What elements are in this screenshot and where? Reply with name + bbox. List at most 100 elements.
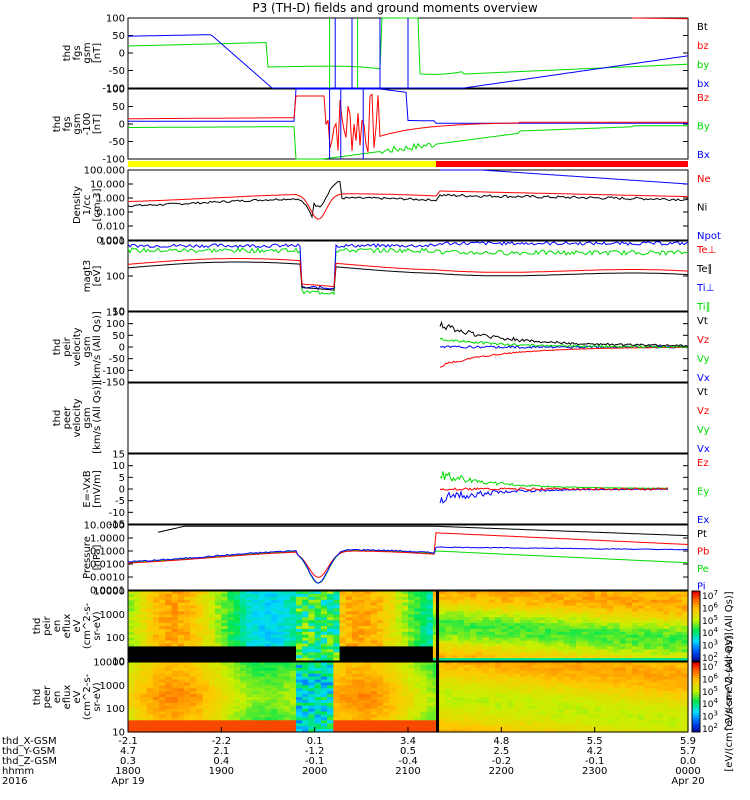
- y-axis-label-line: [nT]: [92, 43, 103, 63]
- x-value: 2.1: [213, 746, 229, 757]
- series-Ne: [128, 190, 688, 220]
- y-tick-label: 100: [106, 85, 125, 96]
- y-axis-label-line: velocity: [72, 398, 83, 437]
- y-axis-label-line: sr-eV): [92, 611, 103, 640]
- series-Ez: [439, 487, 669, 491]
- legend-Bx: Bx: [697, 150, 710, 161]
- x-year: 2016: [2, 776, 27, 787]
- colorbar-cell: [692, 642, 700, 646]
- y-tick-label: -100: [102, 84, 125, 95]
- series-Pi: [127, 546, 689, 584]
- colorbar-tick: 106: [702, 601, 718, 614]
- colorbar-cell: [692, 612, 700, 615]
- colorbar-cell: [692, 635, 700, 639]
- y-axis-label-line: [eV]: [92, 266, 103, 287]
- y-axis-label: thd fgs gsm -100 [nT]: [52, 113, 103, 136]
- legend-Ex: Ex: [697, 515, 709, 526]
- colorbar-cell: [692, 662, 700, 665]
- spectrogram-cells: [128, 662, 689, 733]
- x-value: 5.7: [680, 746, 696, 757]
- colorbar-label: [eV/(cm^2-s-sr-eV) (All Qs)]: [724, 632, 735, 771]
- colorbar-frame: [691, 661, 701, 733]
- colorbar-cell: [692, 678, 700, 682]
- y-tick-label: 100: [106, 633, 125, 644]
- panel-fgs-gsm: 100 50 0 -50 -100 thd fgs gsm [nT] Bt bz by bx: [62, 14, 709, 95]
- y-tick-label: 150: [106, 308, 125, 319]
- y-tick-label: 10.000: [90, 180, 125, 191]
- y-tick-label: 10.0000: [84, 521, 125, 532]
- panel-peer-eflux: 10000 1000 100 10 thd peer en eflux eV (cm^2-s-sr…: [32, 658, 689, 739]
- y-tick-label: 0.100: [96, 208, 125, 219]
- colorbar-cell: [692, 687, 700, 691]
- x-value: 1900: [209, 766, 234, 777]
- series-Te-perp: [127, 258, 689, 288]
- colorbar-tick: 104: [702, 697, 718, 710]
- y-tick-label: 10: [112, 657, 125, 668]
- x-value: -1.2: [305, 746, 325, 757]
- x-value: -0.2: [492, 756, 512, 767]
- y-tick-label: 0: [119, 343, 125, 354]
- y-tick-label: 100: [106, 272, 125, 283]
- y-axis-label-line: 1/cc: [82, 195, 93, 216]
- x-row-label: thd_Z-GSM: [2, 756, 57, 767]
- colorbar-cell: [692, 593, 700, 597]
- colorbar-cell: [692, 718, 700, 721]
- colorbar-cell: [692, 637, 700, 641]
- y-tick-label: 50: [112, 102, 125, 113]
- legend-Pi: Pi: [697, 581, 706, 592]
- y-tick-label: 0.0010: [90, 573, 125, 584]
- colorbar-cell: [692, 647, 700, 650]
- y-axis-label-line: [cm-3]: [92, 188, 103, 221]
- x-value: 2100: [395, 766, 420, 777]
- y-axis-label-line: E=-VxB: [82, 470, 93, 507]
- legend-Pb: Pb: [697, 546, 709, 557]
- colorbar-cell: [692, 711, 700, 714]
- x-value: -2.1: [118, 736, 138, 747]
- legend-Ni: Ni: [697, 203, 707, 214]
- figure-title: P3 (TH-D) fields and ground moments over…: [252, 1, 537, 15]
- data-gap: [436, 591, 439, 661]
- y-axis-label-line: eV: [72, 619, 83, 632]
- series-Vt: [439, 320, 688, 347]
- y-axis-label-line: [mV/m]: [92, 470, 103, 508]
- x-value: 0.5: [400, 746, 416, 757]
- colorbar-cell: [692, 722, 700, 726]
- x-value: 2300: [582, 766, 607, 777]
- mode-bar-fast: [436, 161, 688, 167]
- colorbar-tick: 104: [702, 626, 718, 639]
- legend-bz: bz: [697, 41, 709, 52]
- x-axis-labels: thd_X-GSM -2.1 -2.2 0.1 3.4 4.8 5.5 5.9 thd_Y-GS…: [2, 727, 705, 787]
- colorbar-cell: [692, 616, 700, 620]
- panel-frame: [127, 169, 689, 241]
- data-gap: [436, 662, 439, 732]
- series-Pe: [127, 549, 689, 584]
- y-axis-label-line: gsm: [82, 336, 93, 357]
- y-tick-label: 100: [106, 14, 125, 25]
- series-bz: [631, 17, 689, 20]
- colorbar-cell: [692, 692, 700, 696]
- panel-temperature: 1000 100 10 magt3 [eV] Te⊥ Te∥ Ti⊥ Ti∥: [82, 237, 716, 318]
- legend-Bt: Bt: [697, 22, 708, 33]
- y-tick-label: 0: [119, 120, 125, 131]
- y-axis-label-line: Pressure: [82, 536, 93, 579]
- y-axis-label: Density 1/cc [cm-3]: [72, 186, 103, 224]
- panel-frame-top: [127, 590, 689, 662]
- x-value: 0.4: [213, 756, 229, 767]
- y-axis-label-line: [nPa]: [92, 544, 103, 570]
- series-Ni: [127, 180, 689, 219]
- y-tick-label: 1.0000: [90, 534, 125, 545]
- y-tick-label: 10000: [93, 658, 125, 669]
- y-axis-label-line: fgs: [72, 45, 83, 60]
- legend-Vt: Vt: [697, 387, 708, 398]
- y-tick-label: -15: [109, 520, 125, 531]
- y-axis-label-line: (cm^2-s-: [82, 673, 93, 720]
- y-axis-label: thd peir velocity gsm [km/s (All Qs)]: [52, 311, 103, 383]
- x-value: 2000: [302, 766, 327, 777]
- y-axis-label-line: thd: [62, 45, 73, 62]
- y-tick-label: 100: [106, 704, 125, 715]
- series-Bz: [127, 93, 688, 153]
- series-By: [128, 125, 688, 160]
- panel-frame: [127, 382, 689, 454]
- y-tick-label: -150: [102, 378, 125, 389]
- legend-Te∥: Te∥: [696, 264, 713, 275]
